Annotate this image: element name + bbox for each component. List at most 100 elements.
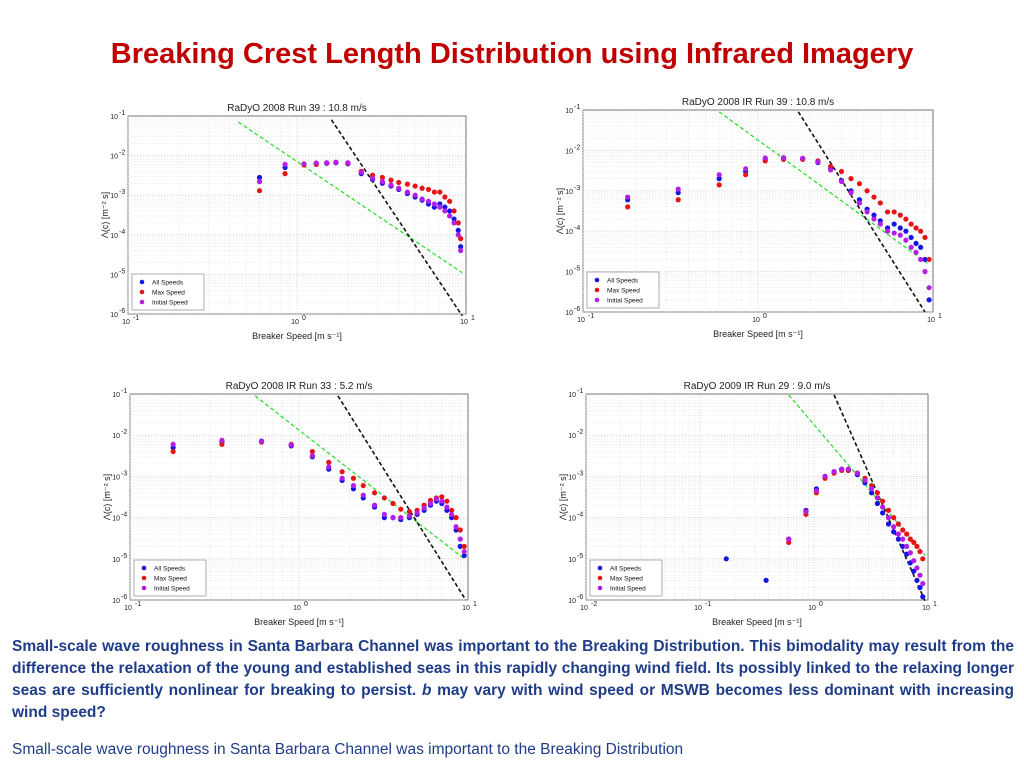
legend-label-all-speeds: All Speeds [610, 565, 642, 572]
data-point-max-speed [326, 459, 332, 465]
data-point-all-speeds [256, 174, 263, 181]
data-point-initial-speed [880, 504, 886, 510]
data-point-initial-speed [891, 524, 897, 530]
data-point-initial-speed [920, 581, 926, 587]
body-text-part-2: may vary with wind speed or MSWB becomes… [12, 682, 1014, 721]
y-tick-label: 10 [565, 148, 573, 155]
x-tick-label: 10 [577, 317, 585, 324]
legend-marker-max-speed [594, 287, 600, 293]
legend-label-all-speeds: All Speeds [607, 277, 639, 284]
data-point-max-speed [856, 181, 863, 187]
legend-marker-all-speeds [594, 277, 600, 283]
chart-ir-run33-svg: RaDyO 2008 IR Run 33 : 5.2 m/s10-1100101… [102, 381, 477, 627]
y-tick-exponent: -4 [574, 225, 580, 232]
x-tick-label: 10 [808, 605, 816, 612]
data-point-initial-speed [288, 442, 294, 448]
x-tick-label: 10 [462, 605, 470, 612]
data-point-max-speed [444, 498, 450, 504]
data-point-max-speed [918, 228, 924, 234]
y-tick-label: 10 [112, 516, 120, 523]
y-tick-exponent: -5 [119, 268, 125, 275]
data-point-all-speeds [458, 244, 464, 250]
data-point-initial-speed [421, 505, 427, 511]
data-point-all-speeds [457, 543, 463, 549]
data-point-initial-speed [900, 536, 906, 542]
data-point-initial-speed [871, 216, 877, 222]
data-point-all-speeds [871, 212, 877, 218]
data-point-initial-speed [800, 155, 806, 161]
series-initial-speed [256, 159, 464, 254]
data-point-max-speed [891, 515, 897, 521]
data-point-all-speeds [868, 490, 875, 496]
data-point-initial-speed [458, 247, 464, 254]
data-point-max-speed [360, 482, 366, 489]
legend-marker-all-speeds [597, 565, 603, 571]
data-point-initial-speed [874, 495, 881, 501]
body-text-italic-b: b [421, 682, 432, 699]
data-point-initial-speed [170, 441, 176, 447]
data-point-max-speed [895, 521, 902, 527]
x-tick-exponent: 0 [304, 601, 308, 608]
y-tick-exponent: -3 [121, 470, 127, 477]
data-point-initial-speed [903, 237, 909, 243]
reference-line-black [330, 119, 463, 317]
data-point-all-speeds [908, 234, 914, 241]
data-point-initial-speed [862, 477, 868, 483]
legend-marker-max-speed [139, 289, 145, 295]
data-point-initial-speed [803, 508, 809, 515]
data-point-initial-speed [926, 285, 932, 291]
x-tick-exponent: -1 [588, 313, 594, 320]
data-point-all-speeds [723, 556, 729, 562]
y-tick-exponent: -2 [121, 429, 127, 436]
y-tick-label: 10 [110, 233, 118, 240]
x-tick-label: 10 [460, 319, 468, 326]
data-point-max-speed [350, 475, 357, 481]
y-tick-label: 10 [110, 154, 118, 161]
y-tick-label: 10 [565, 310, 573, 317]
data-point-initial-speed [822, 473, 828, 479]
data-point-initial-speed [324, 160, 330, 166]
series-initial-speed [170, 437, 467, 555]
x-tick-exponent: -1 [705, 601, 711, 608]
series-initial-speed [786, 466, 926, 587]
data-point-max-speed [917, 548, 923, 555]
data-point-all-speeds [914, 577, 920, 583]
data-point-initial-speed [333, 159, 339, 166]
data-point-max-speed [880, 498, 886, 504]
data-point-max-speed [625, 204, 631, 210]
y-tick-exponent: -4 [577, 512, 583, 519]
data-point-initial-speed [885, 515, 892, 521]
data-point-max-speed [457, 527, 463, 533]
data-point-max-speed [891, 209, 897, 215]
data-point-initial-speed [431, 201, 437, 207]
data-point-initial-speed [813, 488, 820, 494]
data-point-initial-speed [864, 209, 870, 215]
y-tick-exponent: -3 [577, 470, 583, 477]
data-point-max-speed [431, 189, 437, 195]
x-tick-exponent: 0 [763, 313, 767, 320]
chart-title: RaDyO 2008 Run 39 : 10.8 m/s [227, 103, 367, 114]
data-point-initial-speed [457, 536, 463, 542]
data-point-initial-speed [350, 482, 357, 489]
y-tick-exponent: -4 [119, 229, 125, 236]
data-point-initial-speed [914, 565, 920, 571]
data-point-all-speeds [447, 208, 453, 214]
data-point-max-speed [904, 531, 910, 537]
data-point-initial-speed [301, 161, 307, 167]
data-point-initial-speed [282, 161, 288, 167]
data-point-max-speed [219, 441, 225, 447]
data-point-max-speed [170, 448, 176, 455]
grid-lines [129, 394, 468, 601]
data-point-max-speed [406, 508, 412, 515]
x-tick-exponent: 1 [938, 313, 942, 320]
data-point-initial-speed [425, 198, 432, 204]
y-axis-label: Λ(c) [m⁻² s] [555, 188, 565, 234]
data-point-initial-speed [437, 204, 443, 210]
data-point-initial-speed [369, 175, 376, 181]
x-tick-exponent: -2 [591, 601, 597, 608]
y-tick-exponent: -5 [574, 266, 580, 273]
data-point-initial-speed [345, 160, 351, 166]
data-point-initial-speed [455, 232, 461, 238]
footer-text: Small-scale wave roughness in Santa Barb… [12, 741, 684, 758]
data-point-initial-speed [453, 524, 459, 530]
